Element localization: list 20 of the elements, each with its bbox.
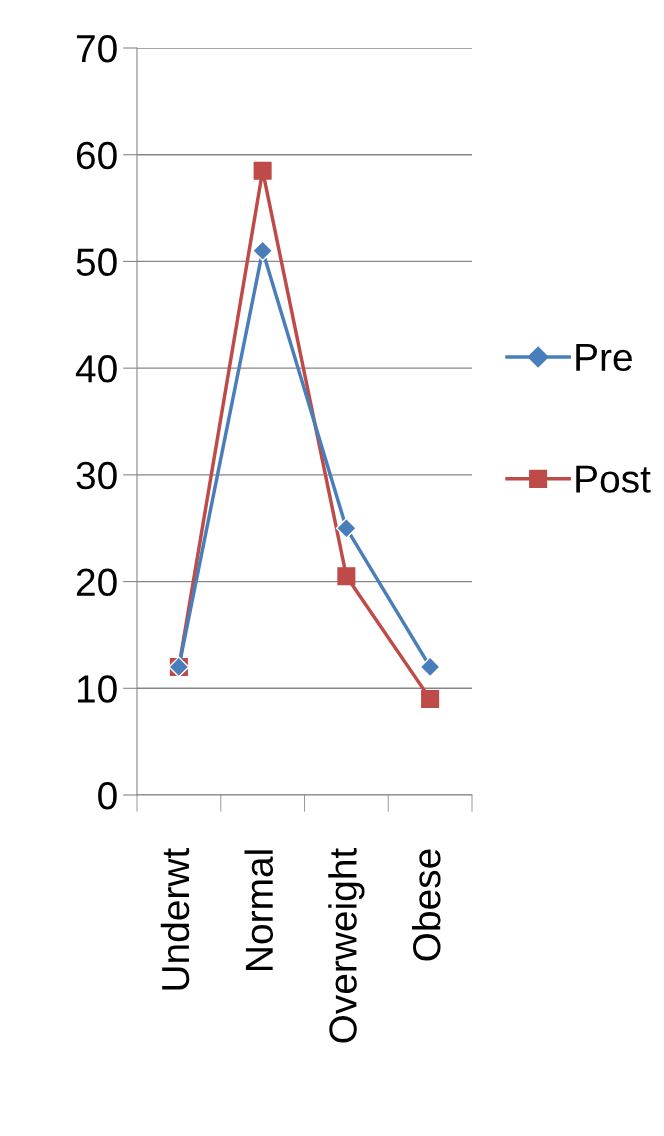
- point: [252, 240, 274, 262]
- point: [335, 517, 357, 539]
- x-tick-label: Normal: [244, 850, 274, 970]
- y-tick-label: 50: [76, 248, 117, 276]
- y-tick-label: 60: [76, 141, 117, 170]
- point: [421, 689, 440, 708]
- point: [419, 656, 441, 678]
- y-tick-label: 40: [75, 355, 117, 383]
- legend-label: Post: [576, 465, 651, 493]
- y-tick-label: 20: [76, 568, 117, 597]
- y-tick-label: 10: [77, 675, 117, 703]
- y-tick-label: 70: [76, 34, 117, 63]
- x-tick-label: Underwt: [160, 848, 190, 990]
- point: [253, 161, 272, 180]
- y-tick-label: 0: [98, 781, 117, 810]
- x-tick-label: Overweight: [328, 848, 365, 1043]
- x-tick-label: Obese: [412, 849, 441, 961]
- y-tick-label: 30: [76, 461, 117, 490]
- legend-label: Pre: [576, 343, 632, 372]
- point: [337, 567, 356, 586]
